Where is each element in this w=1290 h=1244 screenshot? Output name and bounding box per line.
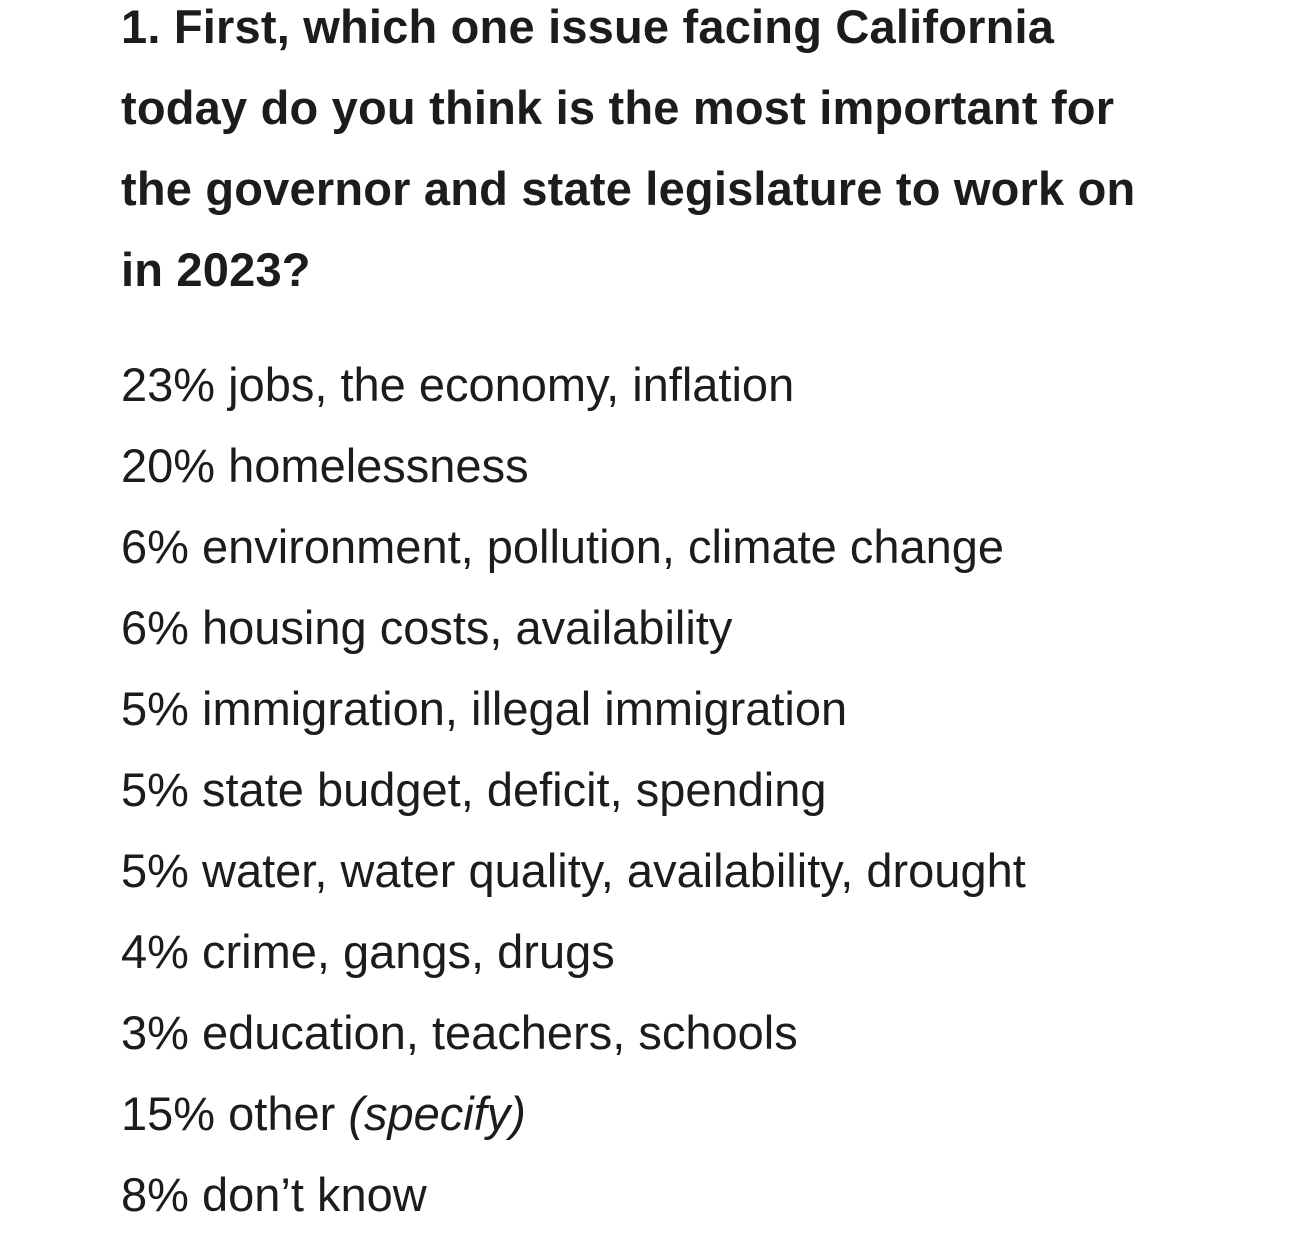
answer-item: 6% environment, pollution, climate chang… <box>121 506 1261 587</box>
answer-percent: 6% <box>121 601 189 654</box>
answer-label: housing costs, availability <box>202 601 733 654</box>
answer-item: 4% crime, gangs, drugs <box>121 911 1261 992</box>
answer-item: 23% jobs, the economy, inflation <box>121 344 1261 425</box>
answer-percent: 5% <box>121 763 189 816</box>
answer-label: immigration, illegal immigration <box>202 682 848 735</box>
answer-item: 6% housing costs, availability <box>121 587 1261 668</box>
answer-item: 5% state budget, deficit, spending <box>121 749 1261 830</box>
answer-percent: 3% <box>121 1006 189 1059</box>
answer-label: other <box>228 1087 336 1140</box>
answer-label: don’t know <box>202 1168 427 1221</box>
answer-label: state budget, deficit, spending <box>202 763 827 816</box>
answer-item: 20% homelessness <box>121 425 1261 506</box>
answer-item: 15% other (specify) <box>121 1073 1261 1154</box>
answer-label: homelessness <box>228 439 529 492</box>
answer-label: crime, gangs, drugs <box>202 925 615 978</box>
answer-item: 5% water, water quality, availability, d… <box>121 830 1261 911</box>
answer-item: 5% immigration, illegal immigration <box>121 668 1261 749</box>
answer-label: water, water quality, availability, drou… <box>202 844 1026 897</box>
answer-percent: 8% <box>121 1168 189 1221</box>
answer-percent: 15% <box>121 1087 216 1140</box>
answer-item: 3% education, teachers, schools <box>121 992 1261 1073</box>
answer-item: 8% don’t know <box>121 1154 1261 1235</box>
answer-percent: 6% <box>121 520 189 573</box>
answer-label: environment, pollution, climate change <box>202 520 1005 573</box>
answer-label: education, teachers, schools <box>202 1006 798 1059</box>
answer-percent: 23% <box>121 358 216 411</box>
answer-note: (specify) <box>348 1087 526 1140</box>
answer-percent: 5% <box>121 682 189 735</box>
answer-percent: 4% <box>121 925 189 978</box>
answer-percent: 20% <box>121 439 216 492</box>
answer-percent: 5% <box>121 844 189 897</box>
answer-label: jobs, the economy, inflation <box>228 358 795 411</box>
question-heading: 1. First, which one issue facing Califor… <box>121 0 1136 296</box>
answer-list: 23% jobs, the economy, inflation 20% hom… <box>121 344 1261 1235</box>
